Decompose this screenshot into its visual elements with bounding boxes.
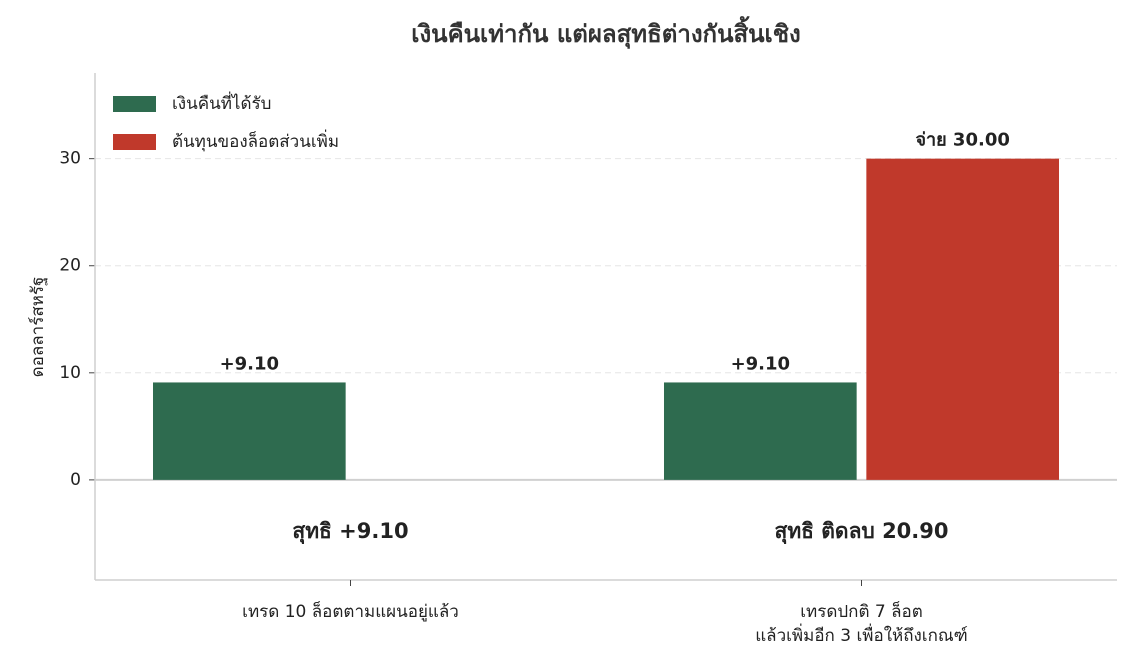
y-axis-label: ดอลลาร์สหรัฐ — [28, 277, 48, 378]
bar — [866, 158, 1060, 480]
x-tick-label: เทรด 10 ล็อตตามแผนอยู่แล้ว — [242, 600, 459, 622]
value-label: จ่าย 30.00 — [915, 130, 1009, 151]
legend-swatch — [113, 96, 156, 112]
y-tick-label: 10 — [59, 363, 81, 383]
x-tick-label: แล้วเพิ่มอีก 3 เพื่อให้ถึงเกณฑ์ — [755, 623, 968, 646]
y-tick-label: 30 — [59, 149, 81, 169]
y-tick-label: 0 — [70, 470, 81, 490]
net-annotation: สุทธิ ติดลบ 20.90 — [775, 519, 949, 545]
value-label: +9.10 — [220, 353, 280, 374]
bar — [663, 382, 857, 480]
value-label: +9.10 — [731, 353, 791, 374]
legend-label: เงินคืนที่ได้รับ — [172, 91, 271, 114]
legend-label: ต้นทุนของล็อตส่วนเพิ่ม — [172, 129, 339, 152]
y-tick-label: 20 — [59, 256, 81, 276]
x-tick-label: เทรดปกติ 7 ล็อต — [800, 600, 923, 622]
net-annotation: สุทธิ +9.10 — [292, 519, 408, 545]
chart-title: เงินคืนเท่ากัน แต่ผลสุทธิต่างกันสิ้นเชิง — [411, 15, 801, 50]
legend-swatch — [113, 134, 156, 150]
bar — [152, 382, 346, 480]
